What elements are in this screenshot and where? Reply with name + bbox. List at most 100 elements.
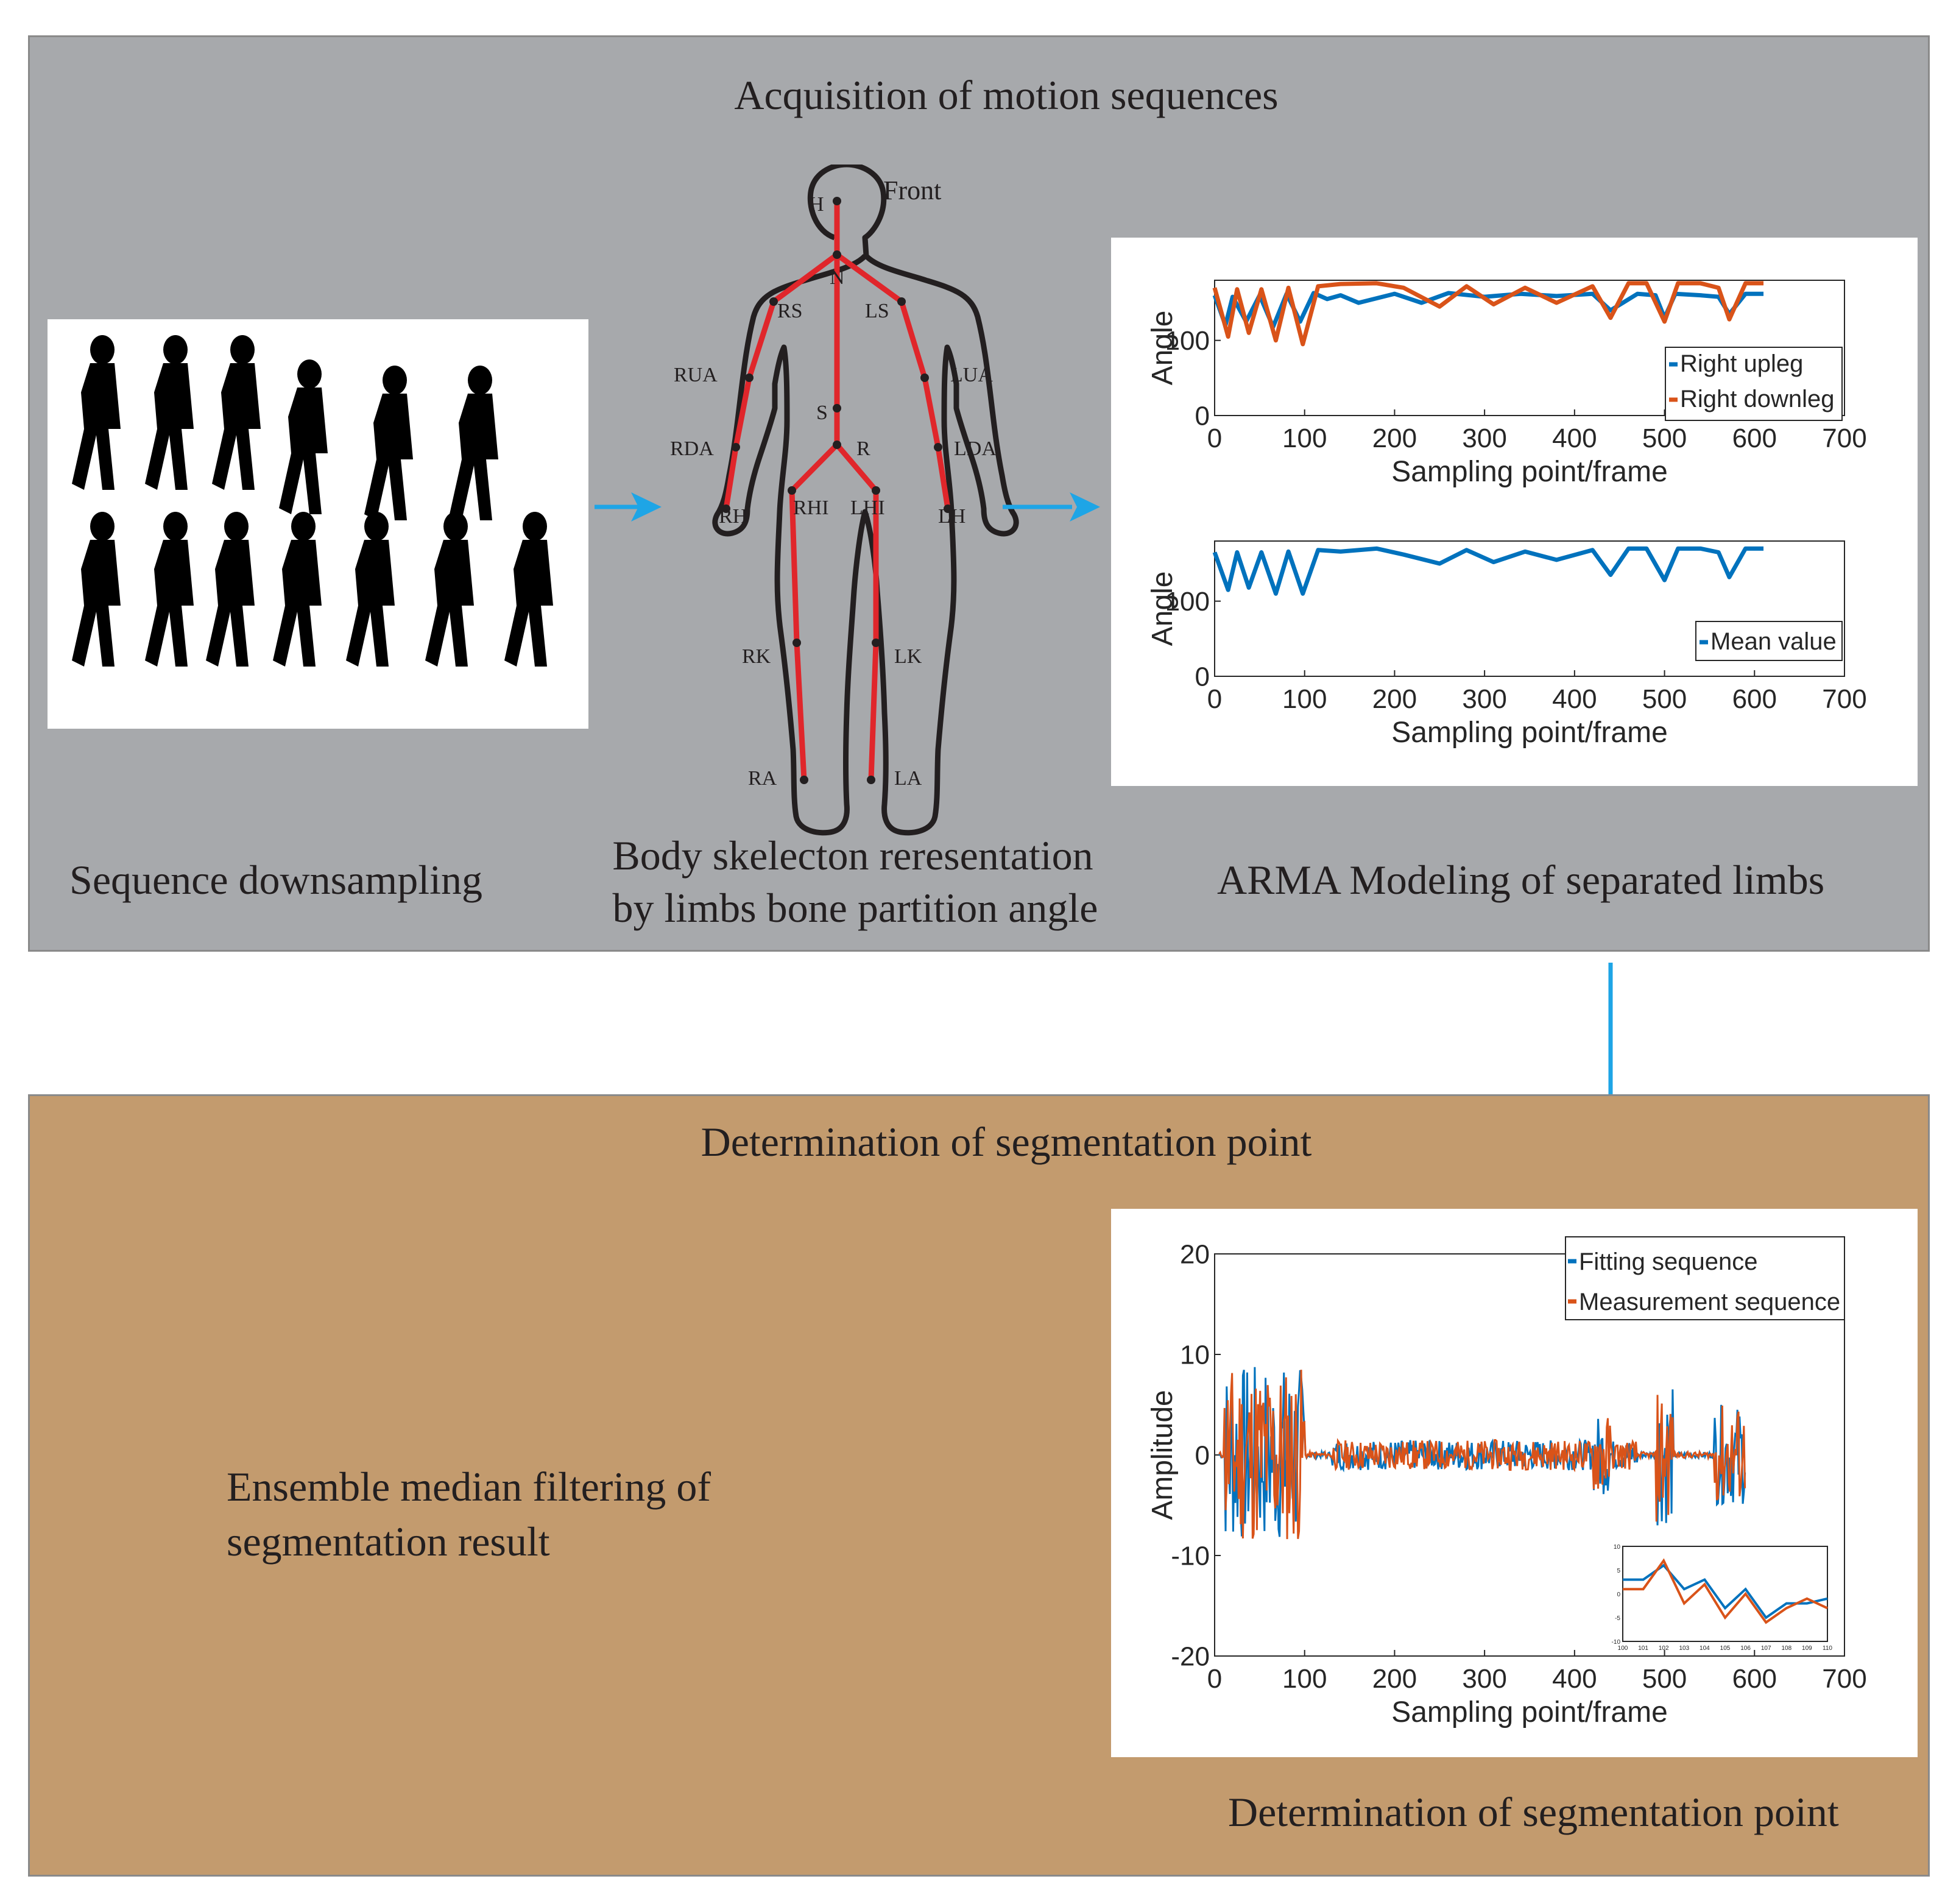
- runner-silhouette-icon: [346, 512, 395, 667]
- x-tick-label: 700: [1822, 1664, 1866, 1694]
- runner-silhouette-icon: [504, 512, 553, 667]
- silhouette-sequence-image: [48, 319, 588, 729]
- arma-charts-box: 0 100 200 300 400 500 600 700 0 100 Sampling point…: [1111, 238, 1918, 786]
- runner-silhouette-icon: [72, 335, 121, 490]
- joint-label-lda: LDA: [954, 437, 997, 460]
- skeleton-joints: [722, 197, 952, 784]
- inset-y-tick-label: 0: [1617, 1591, 1620, 1598]
- x-tick-label: 100: [1282, 1664, 1327, 1694]
- y-tick-label: 20: [1180, 1239, 1210, 1269]
- joint-label-rda: RDA: [670, 437, 714, 460]
- x-tick-label: 200: [1372, 1664, 1417, 1694]
- x-axis-label: Sampling point/frame: [1391, 717, 1668, 749]
- arma-caption: ARMA Modeling of separated limbs: [1217, 857, 1825, 903]
- inset-y-tick-label: 5: [1617, 1568, 1620, 1574]
- joint-label-h: H: [809, 193, 824, 216]
- x-tick-label: 400: [1552, 423, 1597, 453]
- series-line-mean-value: [1212, 546, 1764, 596]
- inset-x-tick-label: 110: [1823, 1645, 1832, 1652]
- x-tick-label: 0: [1207, 684, 1222, 714]
- inset-x-tick-label: 104: [1700, 1645, 1710, 1652]
- joint-label-rk: RK: [742, 645, 771, 668]
- body-skeleton-diagram: Front H N RS LS RUA LUA S RDA R LDA RH R…: [670, 165, 1048, 841]
- legend-entry: Mean value: [1710, 628, 1837, 655]
- y-axis-label: Angle: [1146, 311, 1179, 386]
- joint-label-rs: RS: [777, 300, 803, 322]
- inset-x-tick-label: 106: [1740, 1645, 1751, 1652]
- runner-silhouette-icon: [145, 335, 194, 490]
- runner-silhouette-icon: [145, 512, 194, 667]
- body-outline: [712, 165, 1019, 836]
- segmentation-chart-box: 0 100 200 300 400 500 600 700 -20 -10 0 10 20 Samplin…: [1111, 1209, 1918, 1757]
- legend-entry: Fitting sequence: [1579, 1248, 1758, 1275]
- joint-label-lhi: LHI: [850, 497, 885, 519]
- inset-x-tick-label: 108: [1781, 1645, 1791, 1652]
- series-line-measurement-sequence: [1218, 1370, 1746, 1540]
- y-tick-label: 0: [1195, 401, 1210, 431]
- x-tick-label: 400: [1552, 684, 1597, 714]
- joint-label-rua: RUA: [674, 364, 718, 386]
- inset-x-tick-label: 103: [1679, 1645, 1689, 1652]
- legend-entry: Right downleg: [1680, 386, 1835, 412]
- runner-silhouette-icon: [364, 366, 413, 520]
- x-tick-label: 600: [1732, 684, 1777, 714]
- x-tick-label: 300: [1462, 684, 1506, 714]
- joint-label-n: N: [830, 266, 845, 289]
- inset-y-tick-label: -5: [1615, 1615, 1620, 1622]
- skeleton-caption-line2: by limbs bone partition angle: [612, 885, 1098, 931]
- joint-label-lh: LH: [938, 505, 965, 528]
- joint-label-rhi: RHI: [793, 497, 829, 519]
- joint-label-lua: LUA: [950, 364, 993, 386]
- y-axis-label: Amplitude: [1146, 1390, 1179, 1520]
- y-tick-label: -20: [1171, 1641, 1210, 1671]
- y-tick-label: 0: [1195, 662, 1210, 692]
- y-tick-label: 10: [1180, 1340, 1210, 1370]
- runner-silhouette-icon: [72, 512, 121, 667]
- x-tick-label: 200: [1372, 423, 1417, 453]
- runner-silhouette-icon: [425, 512, 474, 667]
- chart-legend: Mean value: [1695, 621, 1843, 661]
- joint-label-ls: LS: [865, 300, 889, 322]
- joint-label-rh: RH: [719, 505, 747, 528]
- chart-legend: Fitting sequence Measurement sequence: [1565, 1236, 1845, 1320]
- x-tick-label: 500: [1642, 1664, 1687, 1694]
- y-tick-label: 100: [1165, 326, 1210, 356]
- legend-box: [1695, 621, 1843, 661]
- x-tick-label: 600: [1732, 1664, 1777, 1694]
- legend-box: [1565, 1236, 1845, 1320]
- inset-series-line: [1623, 1558, 1828, 1624]
- x-tick-label: 400: [1552, 1664, 1597, 1694]
- joint-label-ra: RA: [748, 767, 777, 790]
- y-tick-label: 100: [1165, 587, 1210, 617]
- y-tick-label: 0: [1195, 1440, 1210, 1470]
- joint-label-r: R: [856, 437, 870, 460]
- legend-entry: Measurement sequence: [1579, 1289, 1840, 1315]
- x-axis-label: Sampling point/frame: [1391, 456, 1668, 488]
- chart-legend: Right upleg Right downleg: [1665, 347, 1843, 421]
- filter-caption-line2: segmentation result: [227, 1518, 550, 1565]
- inset-y-tick-label: 10: [1614, 1544, 1621, 1551]
- y-tick-label: -10: [1171, 1541, 1210, 1571]
- runner-silhouette-icon: [273, 512, 322, 667]
- x-tick-label: 500: [1642, 684, 1687, 714]
- x-tick-label: 600: [1732, 423, 1777, 453]
- inset-x-tick-label: 109: [1802, 1645, 1812, 1652]
- runner-silhouette-icon: [212, 335, 261, 490]
- skeleton-caption-line1: Body skelecton reresentation: [612, 832, 1093, 879]
- segmentation-chart-caption: Determination of segmentation point: [1228, 1789, 1839, 1835]
- x-tick-label: 300: [1462, 423, 1506, 453]
- runner-silhouette-icon: [279, 359, 328, 514]
- x-tick-label: 200: [1372, 684, 1417, 714]
- inset-x-tick-label: 107: [1761, 1645, 1771, 1652]
- acquisition-title: Acquisition of motion sequences: [734, 72, 1279, 118]
- inset-frame: [1622, 1546, 1828, 1642]
- series-line-right-downleg: [1212, 281, 1764, 347]
- x-tick-label: 700: [1822, 684, 1866, 714]
- x-tick-label: 0: [1207, 423, 1222, 453]
- inset-x-tick-label: 105: [1720, 1645, 1731, 1652]
- legend-box: [1665, 347, 1843, 421]
- x-axis-label: Sampling point/frame: [1391, 1696, 1668, 1729]
- skeleton-bones: [723, 198, 951, 783]
- inset-x-tick-label: 101: [1638, 1645, 1648, 1652]
- downsampling-caption: Sequence downsampling: [69, 857, 482, 903]
